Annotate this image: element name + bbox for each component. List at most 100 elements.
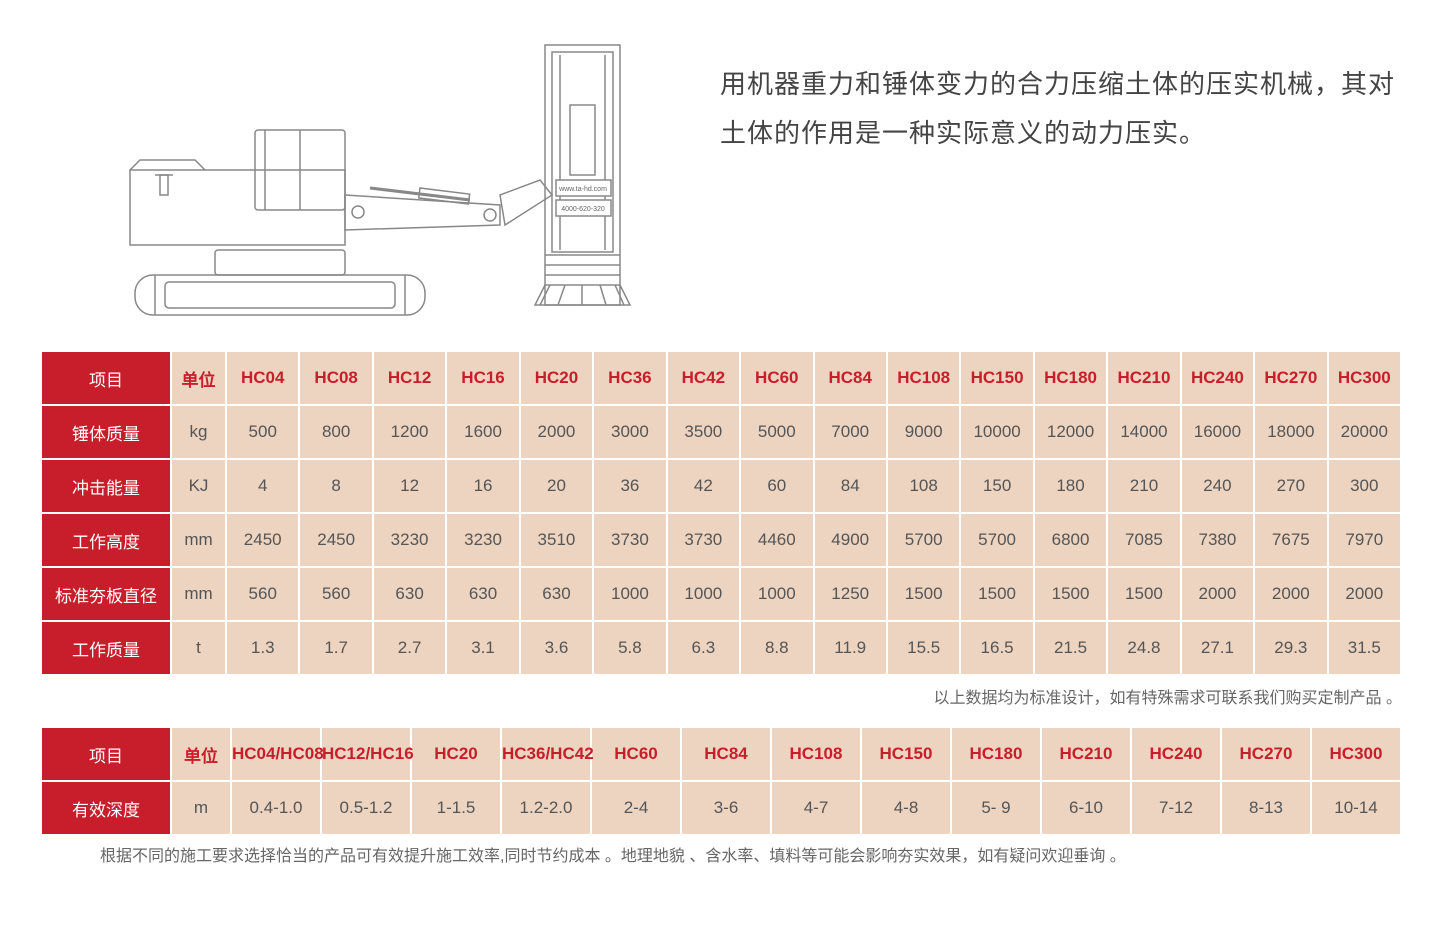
spec-data-cell: 630 [446, 567, 519, 621]
spec-data-cell: 7380 [1181, 513, 1254, 567]
spec-data-cell: 12 [373, 459, 446, 513]
spec-model-header: HC16 [446, 351, 519, 405]
spec-data-cell: 3230 [446, 513, 519, 567]
depth-table: 项目单位HC04/HC08HC12/HC16HC20HC36/HC42HC60H… [40, 726, 1402, 836]
spec-data-cell: 240 [1181, 459, 1254, 513]
spec-data-cell: 11.9 [814, 621, 887, 675]
spec-data-cell: 3730 [593, 513, 666, 567]
depth-row-label: 有效深度 [41, 781, 171, 835]
depth-model-header: HC36/HC42 [501, 727, 591, 781]
spec-data-cell: 3.6 [520, 621, 593, 675]
spec-data-cell: 8.8 [740, 621, 813, 675]
spec-data-cell: 1500 [960, 567, 1033, 621]
spec-data-cell: 1500 [887, 567, 960, 621]
spec-model-header: HC36 [593, 351, 666, 405]
spec-model-header: HC270 [1254, 351, 1327, 405]
spec-data-cell: 3230 [373, 513, 446, 567]
spec-data-cell: 180 [1034, 459, 1107, 513]
spec-data-cell: 630 [373, 567, 446, 621]
spec-data-cell: 1250 [814, 567, 887, 621]
spec-data-cell: 16.5 [960, 621, 1033, 675]
description-text: 用机器重力和锤体变力的合力压缩土体的压实机械，其对土体的作用是一种实际意义的动力… [720, 60, 1402, 159]
spec-data-cell: 21.5 [1034, 621, 1107, 675]
spec-data-cell: 560 [226, 567, 299, 621]
spec-data-cell: 1500 [1034, 567, 1107, 621]
diagram-phone: 4000-620-320 [561, 206, 605, 213]
spec-data-cell: 14000 [1107, 405, 1180, 459]
spec-data-cell: 560 [299, 567, 372, 621]
spec-data-cell: 150 [960, 459, 1033, 513]
spec-data-cell: 2000 [1181, 567, 1254, 621]
depth-data-cell: 2-4 [591, 781, 681, 835]
spec-data-cell: 5700 [887, 513, 960, 567]
spec-model-header: HC12 [373, 351, 446, 405]
depth-model-header: HC270 [1221, 727, 1311, 781]
spec-data-cell: 18000 [1254, 405, 1327, 459]
depth-data-cell: 1.2-2.0 [501, 781, 591, 835]
depth-model-header: HC60 [591, 727, 681, 781]
depth-model-header: HC300 [1311, 727, 1401, 781]
spec-table: 项目单位HC04HC08HC12HC16HC20HC36HC42HC60HC84… [40, 350, 1402, 676]
spec-model-header: HC180 [1034, 351, 1107, 405]
spec-data-cell: 4 [226, 459, 299, 513]
spec-data-cell: 15.5 [887, 621, 960, 675]
spec-data-cell: 2.7 [373, 621, 446, 675]
machine-diagram: www.ta-hd.com 4000-620-320 [40, 20, 640, 330]
spec-data-cell: 5000 [740, 405, 813, 459]
depth-model-header: HC108 [771, 727, 861, 781]
spec-data-cell: 7085 [1107, 513, 1180, 567]
depth-unit-cell: m [171, 781, 231, 835]
depth-model-header: HC12/HC16 [321, 727, 411, 781]
spec-data-cell: 3.1 [446, 621, 519, 675]
spec-data-cell: 2000 [1254, 567, 1327, 621]
depth-data-cell: 7-12 [1131, 781, 1221, 835]
spec-data-cell: 1200 [373, 405, 446, 459]
spec-data-cell: 27.1 [1181, 621, 1254, 675]
depth-data-cell: 0.5-1.2 [321, 781, 411, 835]
top-section: www.ta-hd.com 4000-620-320 用机器重力和锤体变力的合力… [40, 20, 1402, 330]
depth-model-header: HC180 [951, 727, 1041, 781]
spec-data-cell: 4900 [814, 513, 887, 567]
spec-data-cell: 12000 [1034, 405, 1107, 459]
spec-row-label: 冲击能量 [41, 459, 171, 513]
spec-data-cell: 2000 [1328, 567, 1401, 621]
depth-unit-header: 单位 [171, 727, 231, 781]
spec-data-cell: 36 [593, 459, 666, 513]
depth-data-cell: 1-1.5 [411, 781, 501, 835]
spec-unit-cell: kg [171, 405, 226, 459]
spec-data-cell: 16000 [1181, 405, 1254, 459]
depth-data-cell: 5- 9 [951, 781, 1041, 835]
spec-unit-cell: mm [171, 567, 226, 621]
spec-model-header: HC300 [1328, 351, 1401, 405]
spec-data-cell: 20000 [1328, 405, 1401, 459]
spec-data-cell: 84 [814, 459, 887, 513]
spec-model-header: HC210 [1107, 351, 1180, 405]
spec-data-cell: 6800 [1034, 513, 1107, 567]
spec-data-cell: 1.7 [299, 621, 372, 675]
spec-data-cell: 1000 [740, 567, 813, 621]
depth-model-header: HC150 [861, 727, 951, 781]
depth-model-header: HC20 [411, 727, 501, 781]
footer-note: 根据不同的施工要求选择恰当的产品可有效提升施工效率,同时节约成本 。地理地貌 、… [40, 842, 1402, 866]
depth-data-cell: 6-10 [1041, 781, 1131, 835]
spec-data-cell: 6.3 [667, 621, 740, 675]
spec-unit-header: 单位 [171, 351, 226, 405]
spec-data-cell: 20 [520, 459, 593, 513]
spec-data-cell: 108 [887, 459, 960, 513]
spec-data-cell: 8 [299, 459, 372, 513]
depth-model-header: HC240 [1131, 727, 1221, 781]
spec-data-cell: 1000 [593, 567, 666, 621]
spec-data-cell: 5700 [960, 513, 1033, 567]
depth-data-cell: 4-8 [861, 781, 951, 835]
spec-data-cell: 800 [299, 405, 372, 459]
spec-data-cell: 24.8 [1107, 621, 1180, 675]
spec-data-cell: 7970 [1328, 513, 1401, 567]
spec-data-cell: 2450 [299, 513, 372, 567]
depth-model-header: HC04/HC08 [231, 727, 321, 781]
spec-data-cell: 1.3 [226, 621, 299, 675]
spec-data-cell: 5.8 [593, 621, 666, 675]
spec-model-header: HC108 [887, 351, 960, 405]
spec-row-label: 标准夯板直径 [41, 567, 171, 621]
spec-data-cell: 3000 [593, 405, 666, 459]
spec-model-header: HC60 [740, 351, 813, 405]
